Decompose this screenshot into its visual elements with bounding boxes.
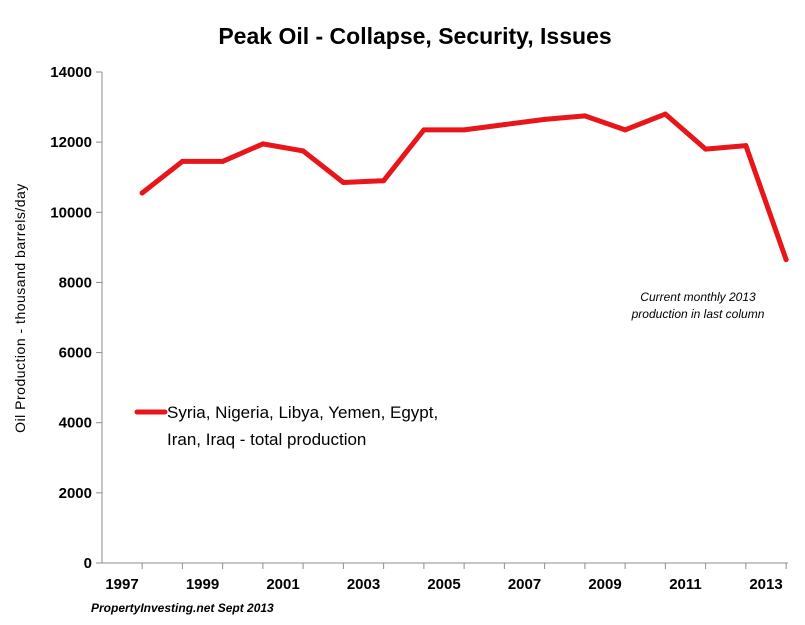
- x-tick-label: 2007: [508, 576, 541, 593]
- annotation-line-1: Current monthly 2013: [640, 290, 756, 304]
- data-point: [421, 127, 427, 133]
- y-tick-label: 2000: [59, 485, 92, 502]
- legend-label-line-2: Iran, Iraq - total production: [167, 430, 366, 449]
- data-point: [139, 190, 145, 196]
- data-point: [300, 148, 306, 154]
- x-tick-label: 2011: [669, 576, 702, 593]
- legend: Syria, Nigeria, Libya, Yemen, Egypt, Ira…: [134, 403, 438, 449]
- y-tick-label: 4000: [59, 415, 92, 432]
- data-point: [381, 178, 387, 184]
- y-tick-label: 14000: [50, 64, 92, 81]
- data-point: [743, 143, 749, 149]
- x-tick-label: 2005: [427, 576, 460, 593]
- data-point: [582, 113, 588, 119]
- data-point: [220, 158, 226, 164]
- x-axis: 1997 1999 2001 2003 2005 2007 2009 2011 2013: [102, 562, 788, 593]
- x-tick-label: 2001: [266, 576, 299, 593]
- legend-label-line-1: Syria, Nigeria, Libya, Yemen, Egypt,: [167, 403, 438, 422]
- y-tick-label: 8000: [59, 274, 92, 291]
- y-tick-label: 12000: [50, 134, 92, 151]
- data-point: [340, 179, 346, 185]
- y-tick-label: 10000: [50, 204, 92, 221]
- data-point: [662, 111, 668, 117]
- x-tick-label: 1999: [186, 576, 219, 593]
- x-tick-label: 2003: [347, 576, 380, 593]
- data-point: [542, 116, 548, 122]
- data-point: [783, 257, 789, 263]
- y-axis: 0 2000 4000 6000 8000 10000 12000 14000: [50, 64, 103, 572]
- data-point: [260, 141, 266, 147]
- annotation: Current monthly 2013 production in last …: [631, 290, 765, 321]
- data-point: [622, 127, 628, 133]
- data-point: [703, 146, 709, 152]
- chart-title: Peak Oil - Collapse, Security, Issues: [218, 23, 611, 49]
- x-tick-label: 1997: [105, 576, 138, 593]
- data-point: [461, 127, 467, 133]
- data-point: [501, 122, 507, 128]
- series-line: [139, 111, 789, 263]
- source-note: PropertyInvesting.net Sept 2013: [91, 601, 274, 615]
- annotation-line-2: production in last column: [631, 307, 765, 321]
- x-tick-label: 2009: [588, 576, 621, 593]
- y-tick-label: 6000: [59, 345, 92, 362]
- y-tick-label: 0: [84, 555, 92, 572]
- y-axis-label: Oil Production - thousand barrels/day: [12, 183, 28, 433]
- x-tick-label: 2013: [749, 576, 782, 593]
- data-point: [179, 158, 185, 164]
